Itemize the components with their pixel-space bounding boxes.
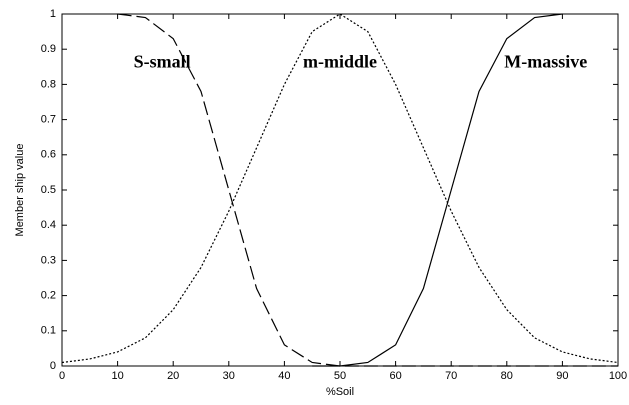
- x-tick-label: 80: [501, 370, 513, 382]
- series-line: [61, 13, 619, 364]
- y-tick-label: 0.1: [41, 325, 56, 337]
- y-tick-label: 0.4: [41, 219, 56, 231]
- x-axis-label: %Soil: [326, 386, 354, 398]
- y-tick-label: 0.8: [41, 78, 56, 90]
- x-tick-label: 70: [445, 370, 457, 382]
- series-line: [312, 13, 563, 367]
- y-tick-label: 0.7: [41, 114, 56, 126]
- y-tick-label: 0: [50, 360, 56, 372]
- y-tick-label: 0.6: [41, 149, 56, 161]
- y-tick-label: 0.3: [41, 254, 56, 266]
- x-tick-label: 40: [278, 370, 290, 382]
- series-label: M-massive: [504, 51, 587, 71]
- series-line: [117, 13, 618, 367]
- x-tick-label: 0: [59, 370, 65, 382]
- y-axis-label: Member ship value: [14, 144, 26, 237]
- y-tick-label: 0.2: [41, 290, 56, 302]
- x-tick-label: 100: [609, 370, 627, 382]
- x-tick-label: 30: [223, 370, 235, 382]
- x-tick-label: 60: [389, 370, 401, 382]
- y-tick-label: 0.5: [41, 184, 56, 196]
- y-tick-label: 1: [50, 8, 56, 20]
- y-tick-label: 0.9: [41, 43, 56, 55]
- x-tick-label: 50: [334, 370, 346, 382]
- x-tick-label: 20: [167, 370, 179, 382]
- x-tick-label: 10: [111, 370, 123, 382]
- series-label: m-middle: [303, 51, 377, 71]
- x-tick-label: 90: [556, 370, 568, 382]
- series-label: S-small: [134, 51, 191, 71]
